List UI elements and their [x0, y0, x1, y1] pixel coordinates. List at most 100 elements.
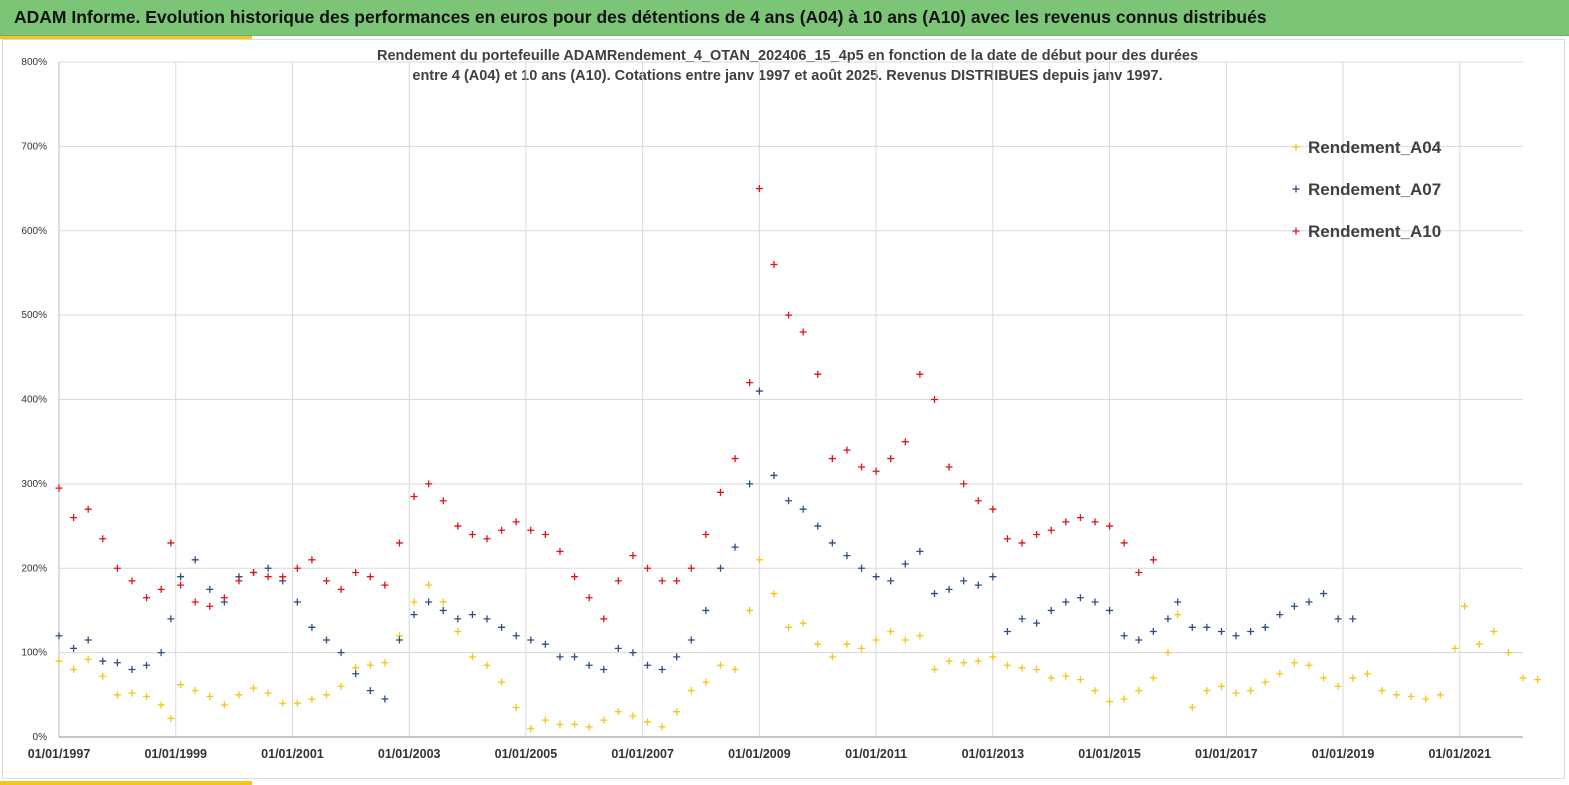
data-point	[1003, 628, 1011, 636]
data-point	[167, 539, 175, 547]
data-point	[99, 535, 107, 543]
data-point	[1320, 590, 1328, 598]
data-point	[916, 547, 924, 555]
data-point	[483, 535, 491, 543]
data-point	[498, 623, 506, 631]
data-point	[352, 670, 360, 678]
data-point	[55, 657, 63, 665]
data-point	[1349, 615, 1357, 623]
data-point	[960, 577, 968, 585]
data-point	[235, 691, 243, 699]
x-tick-label: 01/01/2017	[1195, 747, 1258, 761]
data-point	[1047, 526, 1055, 534]
data-point	[157, 701, 165, 709]
data-point	[1174, 611, 1182, 619]
data-point	[571, 573, 579, 581]
data-point	[70, 514, 78, 522]
data-point	[323, 691, 331, 699]
data-point	[1135, 568, 1143, 576]
data-point	[716, 488, 724, 496]
x-tick-label: 01/01/2007	[611, 747, 674, 761]
data-point	[1076, 594, 1084, 602]
data-point	[541, 716, 549, 724]
data-point	[716, 661, 724, 669]
data-point	[366, 573, 374, 581]
data-point	[1106, 522, 1114, 530]
data-point	[1276, 670, 1284, 678]
data-point	[55, 484, 63, 492]
x-tick-label: 01/01/2001	[261, 747, 324, 761]
data-point	[658, 723, 666, 731]
data-point	[916, 632, 924, 640]
data-point	[1534, 676, 1542, 684]
data-point	[1334, 682, 1342, 690]
data-point	[84, 505, 92, 513]
data-point	[381, 695, 389, 703]
data-point	[84, 655, 92, 663]
data-point	[425, 581, 433, 589]
data-point	[1461, 602, 1469, 610]
y-tick-label: 600%	[21, 226, 47, 237]
data-point	[337, 682, 345, 690]
data-point	[1164, 649, 1172, 657]
data-point	[366, 687, 374, 695]
data-point	[755, 556, 763, 564]
data-point	[930, 396, 938, 403]
data-point	[1305, 661, 1313, 669]
data-point	[1334, 615, 1342, 623]
data-point	[828, 653, 836, 661]
data-point	[527, 725, 535, 733]
data-point	[585, 594, 593, 602]
data-point	[1305, 598, 1313, 606]
data-point	[235, 577, 243, 585]
data-point	[1188, 623, 1196, 631]
data-point	[1261, 678, 1269, 686]
data-point	[1047, 606, 1055, 614]
accent-bar-bottom	[0, 781, 252, 785]
data-point	[571, 653, 579, 661]
data-point	[143, 594, 151, 602]
series-rendement_a07	[55, 387, 1357, 703]
data-point	[191, 687, 199, 695]
data-point	[1349, 674, 1357, 682]
data-point	[1203, 623, 1211, 631]
data-point	[1018, 664, 1026, 672]
data-point	[930, 590, 938, 598]
data-point	[439, 598, 447, 606]
data-point	[731, 666, 739, 673]
data-point	[454, 522, 462, 530]
data-point	[1247, 687, 1255, 695]
data-point	[872, 573, 880, 581]
x-tick-label: 01/01/2015	[1078, 747, 1141, 761]
data-point	[814, 522, 822, 530]
data-point	[1393, 691, 1401, 699]
data-point	[323, 577, 331, 585]
data-point	[658, 666, 666, 673]
y-tick-label: 800%	[21, 57, 47, 68]
data-point	[629, 649, 637, 657]
data-point	[84, 636, 92, 644]
data-point	[702, 678, 710, 686]
data-point	[1149, 674, 1157, 682]
data-point	[887, 455, 895, 463]
data-point	[1232, 689, 1240, 697]
data-point	[381, 659, 389, 667]
data-point	[308, 623, 316, 631]
data-point	[1106, 606, 1114, 614]
data-point	[1018, 539, 1026, 547]
chart-title-line-1: Rendement du portefeuille ADAMRendement_…	[376, 48, 1199, 64]
data-point	[1174, 598, 1182, 606]
data-point	[1188, 703, 1196, 711]
data-point	[644, 661, 652, 669]
y-tick-label: 300%	[21, 479, 47, 490]
data-point	[629, 712, 637, 720]
data-point	[1217, 628, 1225, 636]
data-point	[454, 615, 462, 623]
data-point	[1120, 539, 1128, 547]
data-point	[828, 455, 836, 463]
data-point	[337, 585, 345, 593]
data-point	[352, 664, 360, 672]
data-point	[746, 379, 754, 387]
data-point	[113, 659, 121, 667]
data-point	[600, 615, 608, 623]
